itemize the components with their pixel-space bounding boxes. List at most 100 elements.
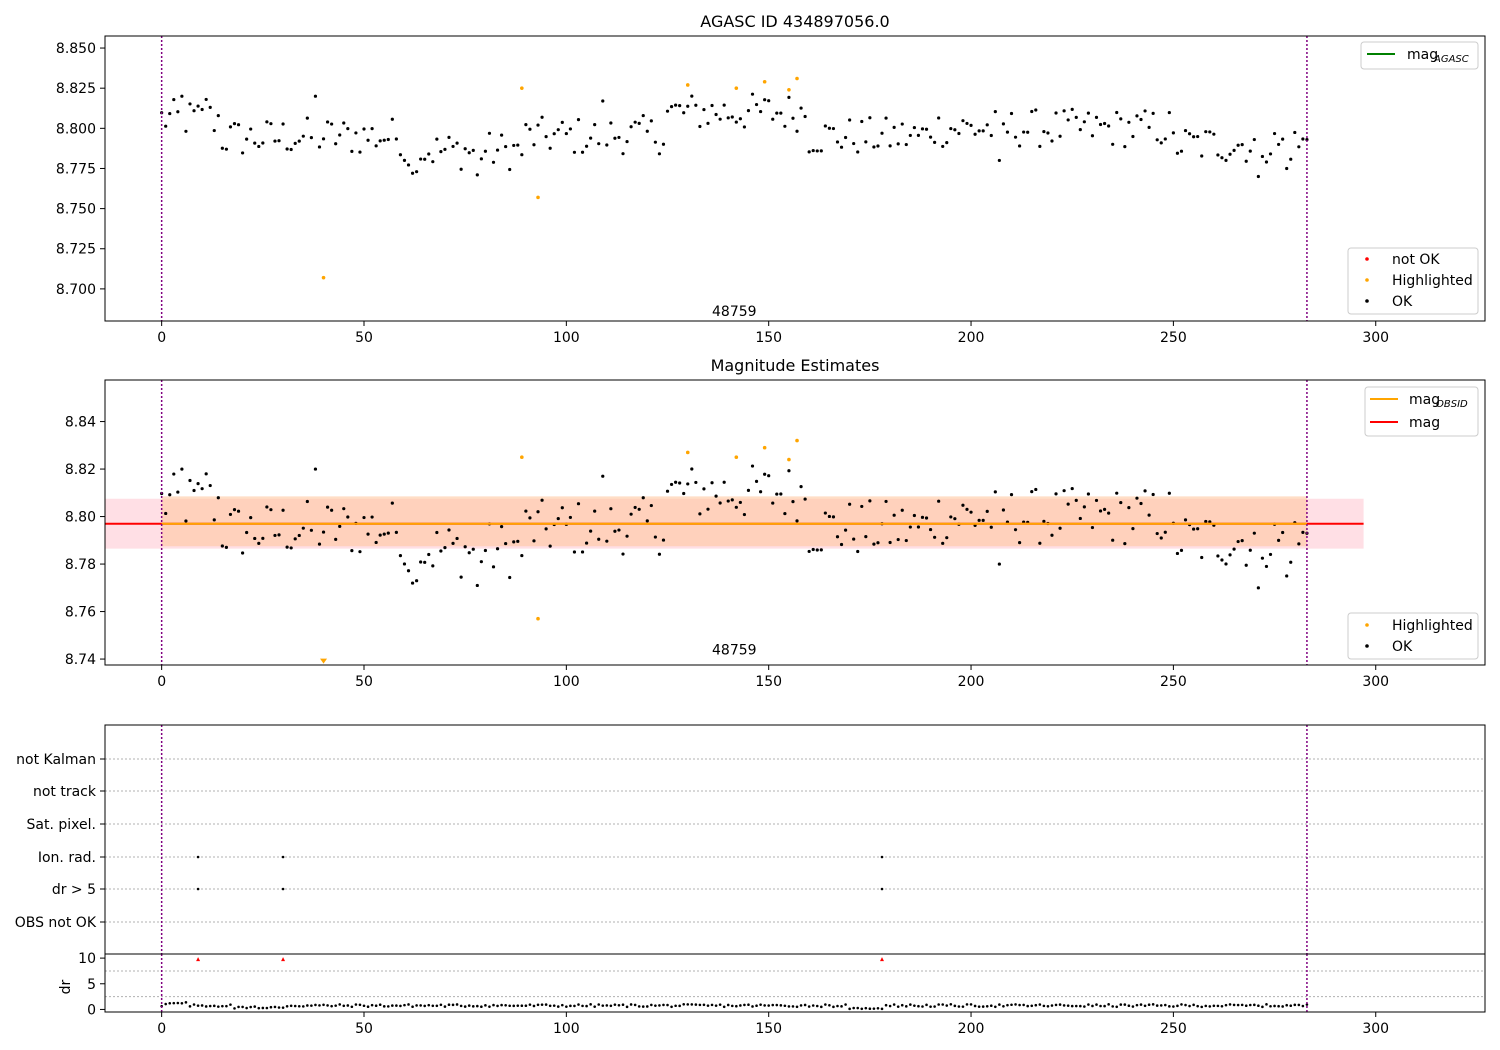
ok-point (1301, 137, 1305, 141)
ok-point (423, 560, 427, 564)
y-tick-label: 8.750 (56, 202, 96, 218)
dr-point (245, 1006, 248, 1010)
ok-point (196, 482, 200, 486)
ok-point (1135, 114, 1139, 118)
dr-point (1261, 1005, 1264, 1009)
y-tick-label: 8.76 (65, 605, 96, 621)
ok-point (350, 549, 354, 553)
flag-category-label: OBS not OK (15, 915, 97, 931)
ok-point (868, 116, 872, 120)
dr-point (520, 1004, 524, 1008)
ok-point (674, 103, 678, 107)
dr-point (569, 1004, 572, 1008)
ok-point (471, 547, 475, 551)
dr-point (1147, 1003, 1151, 1007)
ok-point (463, 147, 467, 151)
ok-point (823, 124, 827, 128)
dr-point (192, 1003, 196, 1006)
y-tick-label: 8.82 (65, 462, 96, 478)
ok-point (540, 115, 544, 119)
ok-point (1102, 121, 1107, 126)
dr-point (386, 1005, 390, 1008)
dr-point (670, 1005, 673, 1009)
dr-point (358, 1003, 362, 1007)
legend-label: OK (1392, 639, 1413, 655)
ok-point (431, 564, 435, 568)
dr-point (585, 1004, 588, 1008)
ok-point (289, 147, 293, 152)
dr-point (767, 1004, 770, 1007)
dr-point (783, 1004, 787, 1008)
dr-point (516, 1004, 520, 1007)
ok-point (746, 488, 751, 492)
ok-point (1123, 145, 1127, 149)
ok-point (807, 150, 811, 154)
ok-point (232, 122, 237, 126)
ok-point (261, 536, 265, 540)
ok-point (945, 140, 949, 145)
ok-point (584, 144, 589, 148)
y-tick-label: 8.725 (56, 242, 96, 258)
x-tick-label: 100 (553, 1021, 580, 1037)
ok-point (1163, 530, 1167, 534)
ok-point (815, 149, 819, 153)
ok-point (1208, 130, 1212, 134)
ok-point (714, 112, 718, 117)
dr-point (799, 1004, 803, 1007)
ok-point (653, 140, 657, 144)
legend-label: mag (1409, 392, 1440, 408)
dr-point (225, 1004, 228, 1008)
dr-point (860, 1007, 864, 1011)
flag-point (196, 887, 200, 891)
dr-point (1180, 1003, 1183, 1006)
ok-point (208, 483, 212, 488)
dr-point (362, 1004, 366, 1008)
ok-point (1127, 506, 1131, 510)
ok-point (839, 145, 844, 149)
dr-point (1151, 1003, 1155, 1006)
ok-point (232, 508, 237, 512)
dr-point (994, 1005, 997, 1009)
ok-point (706, 121, 710, 125)
y-tick-label: 8.84 (65, 415, 96, 431)
ok-point (1098, 509, 1103, 513)
ok-point (584, 541, 589, 545)
ok-point (370, 127, 374, 131)
dr-point (629, 1003, 633, 1006)
dr-point (969, 1003, 973, 1006)
legend-label: not OK (1392, 252, 1440, 268)
dr-point (565, 1005, 568, 1008)
ok-point (281, 508, 285, 512)
dr-point (1253, 1003, 1256, 1007)
ok-point (924, 127, 929, 131)
ok-point (176, 490, 180, 494)
dr-point (856, 1006, 860, 1010)
ok-point (1220, 558, 1224, 562)
ok-point (872, 145, 876, 149)
ok-point (301, 134, 305, 138)
ok-point (366, 138, 370, 142)
ok-point (245, 530, 249, 535)
flag-point (281, 855, 285, 859)
ok-point (1196, 134, 1200, 139)
dr-point (666, 1003, 669, 1007)
ok-point (483, 548, 488, 553)
x-tick-label: 50 (355, 330, 373, 346)
dr-point (1208, 1005, 1212, 1008)
ok-points (160, 92, 1309, 179)
ok-point (443, 546, 447, 550)
dr-point (650, 1003, 653, 1007)
ok-point (1066, 502, 1070, 506)
ok-point (378, 139, 382, 143)
dr-point (172, 1001, 176, 1005)
ok-point (1212, 132, 1216, 136)
ok-point (860, 119, 864, 124)
ok-point (1252, 531, 1256, 535)
ok-point (1050, 139, 1054, 143)
dr-point (1046, 1004, 1050, 1008)
dr-point (654, 1004, 657, 1007)
ok-point (1107, 511, 1111, 515)
ok-point (1200, 154, 1204, 158)
dr-point (314, 1003, 317, 1007)
ok-point (831, 515, 836, 519)
